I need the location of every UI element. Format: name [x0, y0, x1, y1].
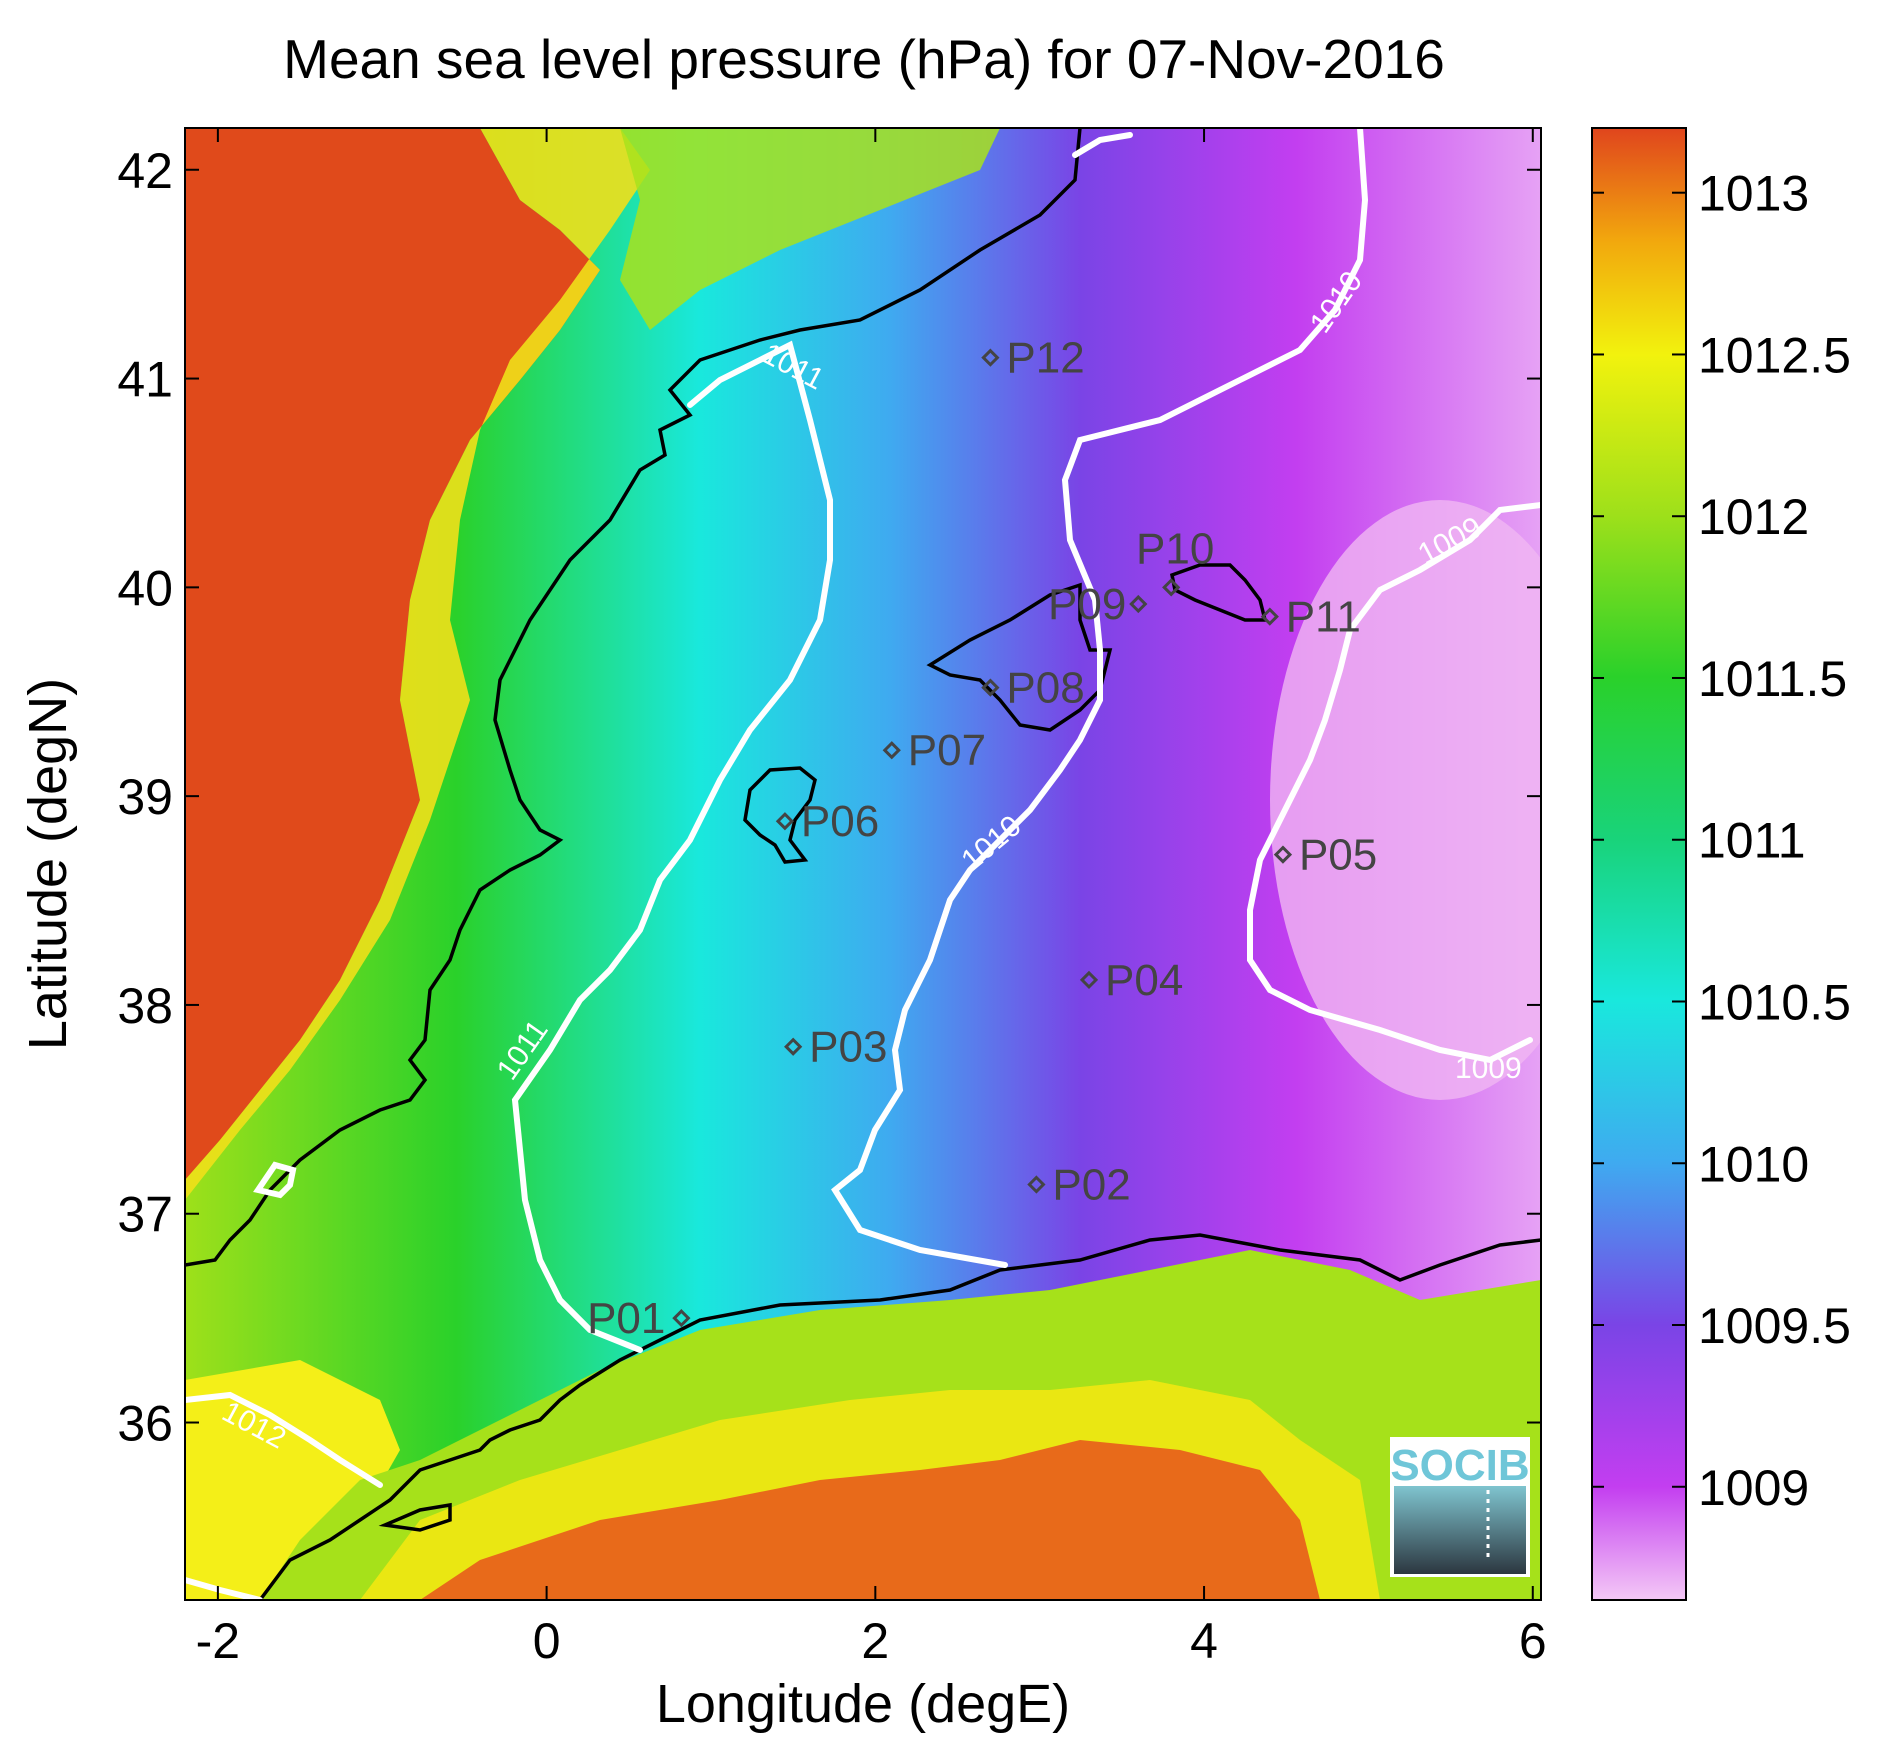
logo-gradient-box — [1394, 1486, 1526, 1574]
colorbar-tick-label: 1009.5 — [1698, 1298, 1851, 1354]
low-pressure-core — [1270, 500, 1541, 1100]
y-axis-label: Latitude (degN) — [18, 678, 78, 1050]
station-diamond-icon — [1273, 845, 1293, 864]
x-tick-label: -2 — [196, 1613, 240, 1669]
station-diamond-icon — [1079, 970, 1099, 990]
x-tick-label: 4 — [1190, 1613, 1218, 1669]
station-diamond-icon — [981, 678, 1000, 697]
station-label: P12 — [1006, 334, 1084, 383]
coastlines — [185, 128, 1541, 1600]
station-diamond-icon — [672, 1309, 691, 1328]
x-tick-label: 0 — [533, 1613, 561, 1669]
pressure-field — [185, 128, 1541, 1600]
axes-layer: -2 0 2 4 6 36 37 38 39 40 41 42 — [117, 128, 1547, 1669]
station-label: P06 — [801, 797, 879, 846]
contour-1010-top — [1072, 132, 1133, 158]
station-label: P09 — [1048, 580, 1126, 629]
contour-1010 — [831, 128, 1369, 1268]
land-transition-west — [185, 128, 650, 1200]
contour-1012 — [185, 1391, 383, 1488]
station-diamond-icon — [1260, 607, 1279, 626]
contour-1012-bottom — [185, 1577, 263, 1600]
plot-frame — [184, 127, 1542, 1601]
station-diamond-icon — [1162, 578, 1181, 597]
x-tick-label: 6 — [1519, 1613, 1547, 1669]
contour-1009 — [1247, 502, 1541, 1064]
station-marker: P11 — [1260, 593, 1361, 642]
colorbar-tick-label: 1010.5 — [1698, 974, 1851, 1030]
y-tick-label: 42 — [117, 143, 173, 199]
station-marker: P04 — [1079, 956, 1183, 1005]
station-diamond-icon — [784, 1037, 803, 1056]
contour-1011-island — [253, 1161, 297, 1199]
station-marker: P12 — [981, 334, 1085, 383]
colorbar — [1591, 127, 1687, 1601]
station-marker: P03 — [784, 1023, 887, 1072]
station-marker: P08 — [981, 664, 1085, 713]
station-marker: P01 — [587, 1294, 691, 1343]
station-label: P10 — [1136, 524, 1214, 573]
x-tick-label: 2 — [861, 1613, 889, 1669]
africa-coastline — [258, 1233, 1541, 1600]
colorbar-tick-label: 1011 — [1698, 813, 1806, 869]
station-diamond-icon — [882, 741, 901, 760]
alboran-coastline — [378, 1502, 452, 1532]
station-label: P11 — [1286, 593, 1361, 642]
chart-title: Mean sea level pressure (hPa) for 07-Nov… — [283, 28, 1445, 90]
station-diamond-icon — [981, 348, 1000, 367]
station-marker: P10 — [1136, 524, 1214, 597]
x-axis-label: Longitude (degE) — [656, 1674, 1070, 1734]
y-tick-label: 41 — [117, 352, 173, 408]
y-tick-label: 36 — [117, 1396, 173, 1452]
station-diamond-icon — [775, 812, 795, 831]
colorbar-tick-label: 1010 — [1698, 1136, 1809, 1192]
station-marker: P06 — [775, 797, 879, 846]
colorbar-tick-label: 1012 — [1698, 489, 1809, 545]
station-marker: P05 — [1273, 831, 1377, 880]
station-marker: P07 — [882, 726, 986, 775]
socib-logo: SOCIB — [1390, 1437, 1530, 1577]
station-label: P08 — [1006, 664, 1084, 713]
land-north-africa-red — [420, 1440, 1320, 1600]
land-southwest-yellow — [185, 1360, 400, 1600]
colorbar-tick-label: 1012.5 — [1698, 327, 1851, 383]
y-tick-label: 39 — [117, 769, 173, 825]
station-label: P05 — [1299, 831, 1377, 880]
contour-label: 1009 — [1455, 1052, 1522, 1085]
colorbar-tick-label: 1011.5 — [1698, 651, 1847, 707]
station-diamond-icon — [1129, 594, 1148, 614]
pressure-contours — [185, 128, 1541, 1600]
land-high-pressure-west — [185, 128, 600, 1180]
colorbar-tick-label: 1009 — [1698, 1460, 1809, 1516]
mallorca-coastline — [926, 582, 1113, 732]
y-tick-label: 37 — [117, 1187, 173, 1243]
colorbar-tick-label: 1013 — [1698, 166, 1809, 222]
station-label: P01 — [587, 1294, 665, 1343]
station-label: P04 — [1105, 956, 1183, 1005]
y-tick-label: 38 — [117, 978, 173, 1034]
station-diamond-icon — [1027, 1175, 1046, 1194]
iberia-coastline — [185, 128, 1082, 1267]
station-label: P02 — [1052, 1160, 1130, 1209]
station-marker: P09 — [1048, 580, 1148, 629]
ibiza-coastline — [743, 766, 817, 864]
station-label: P03 — [809, 1023, 887, 1072]
contour-1011 — [511, 340, 833, 1353]
station-label: P07 — [908, 726, 986, 775]
y-tick-label: 40 — [117, 560, 173, 616]
logo-text: SOCIB — [1390, 1441, 1529, 1490]
station-marker: P02 — [1027, 1160, 1131, 1209]
land-transition-north — [620, 128, 1000, 330]
colorbar-ticks: 1009 1009.5 1010 1010.5 1011 1011.5 1012 1012.5… — [1592, 166, 1851, 1516]
